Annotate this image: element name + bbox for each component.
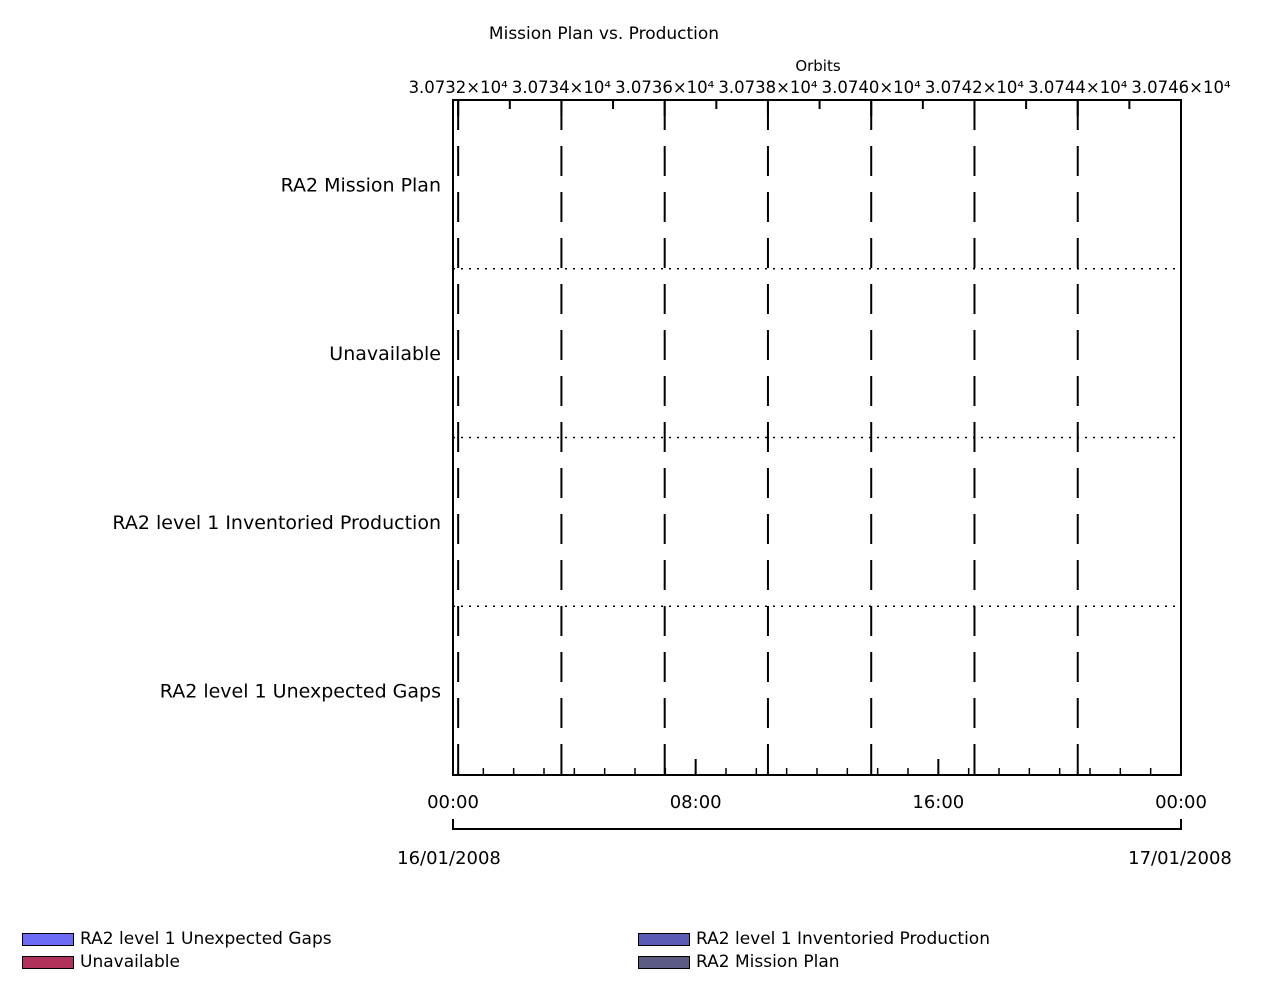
row-label: RA2 level 1 Inventoried Production bbox=[112, 512, 441, 534]
start-date-label: 16/01/2008 bbox=[397, 848, 501, 869]
orbit-tick-label: 3.0732×10⁴ bbox=[409, 78, 509, 97]
orbit-tick-label: 3.0744×10⁴ bbox=[1028, 78, 1128, 97]
legend-label: RA2 level 1 Unexpected Gaps bbox=[80, 929, 332, 949]
bottom-axis: 00:00 08:00 16:00 00:00 bbox=[427, 759, 1207, 830]
time-tick-label: 00:00 bbox=[427, 792, 479, 813]
legend-label: RA2 Mission Plan bbox=[696, 952, 840, 972]
legend-label: Unavailable bbox=[80, 952, 180, 972]
legend-item-unexpected-gaps: RA2 level 1 Unexpected Gaps bbox=[22, 928, 332, 951]
time-tick-label: 16:00 bbox=[912, 792, 964, 813]
legend-item-unavailable: Unavailable bbox=[22, 951, 332, 974]
legend-item-mission-plan: RA2 Mission Plan bbox=[638, 951, 990, 974]
row-label: Unavailable bbox=[329, 343, 441, 365]
orbit-tick-label: 3.0740×10⁴ bbox=[822, 78, 922, 97]
orbit-tick-label: 3.0746×10⁴ bbox=[1131, 78, 1231, 97]
orbit-tick-label: 3.0736×10⁴ bbox=[615, 78, 715, 97]
orbit-tick-label: 3.0734×10⁴ bbox=[512, 78, 612, 97]
time-tick-label: 00:00 bbox=[1155, 792, 1207, 813]
orbit-tick-label: 3.0742×10⁴ bbox=[925, 78, 1025, 97]
top-axis-label: Orbits bbox=[795, 57, 841, 75]
grid bbox=[453, 100, 1182, 775]
orbit-tick-label: 3.0738×10⁴ bbox=[718, 78, 818, 97]
top-axis-tick-labels: 3.0732×10⁴ 3.0734×10⁴ 3.0736×10⁴ 3.0738×10⁴… bbox=[409, 78, 1231, 97]
row-label: RA2 Mission Plan bbox=[281, 174, 441, 196]
legend-swatch bbox=[22, 933, 74, 946]
row-labels: RA2 Mission Plan Unavailable RA2 level 1 I… bbox=[112, 174, 441, 702]
legend-swatch bbox=[638, 956, 690, 969]
top-axis-ticks bbox=[457, 100, 1182, 116]
legend-swatch bbox=[638, 933, 690, 946]
time-tick-label: 08:00 bbox=[670, 792, 722, 813]
legend-label: RA2 level 1 Inventoried Production bbox=[696, 929, 990, 949]
chart-title: Mission Plan vs. Production bbox=[489, 24, 719, 44]
legend-item-inventoried-production: RA2 level 1 Inventoried Production bbox=[638, 928, 990, 951]
end-date-label: 17/01/2008 bbox=[1128, 848, 1232, 869]
legend-right: RA2 level 1 Inventoried Production RA2 M… bbox=[638, 928, 990, 974]
legend-swatch bbox=[22, 956, 74, 969]
row-label: RA2 level 1 Unexpected Gaps bbox=[160, 681, 441, 703]
legend: RA2 level 1 Unexpected Gaps Unavailable bbox=[22, 928, 332, 974]
